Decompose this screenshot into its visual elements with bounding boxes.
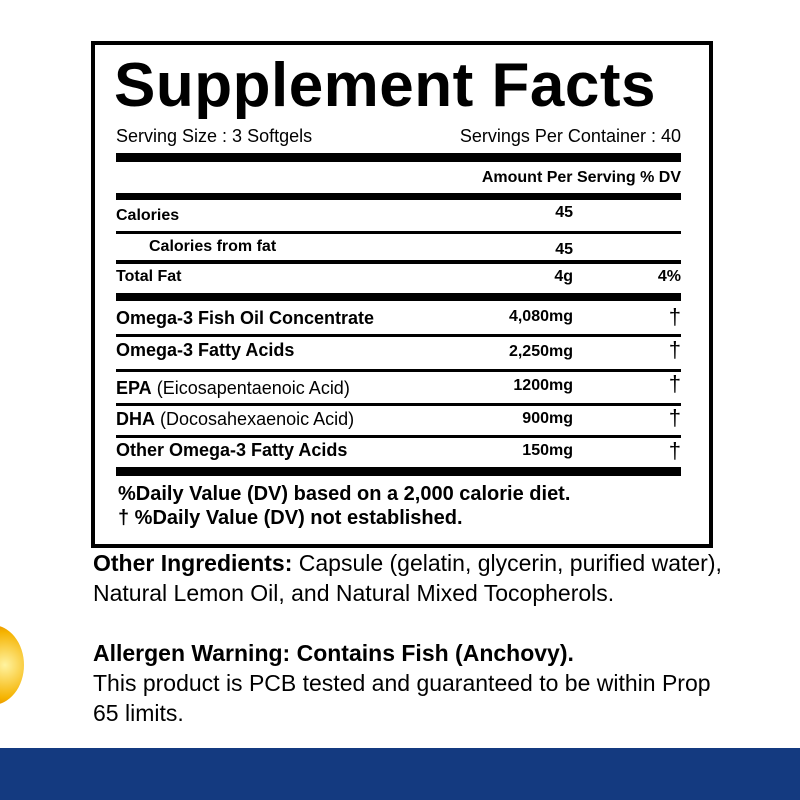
divider — [116, 369, 681, 372]
dagger-icon: † — [668, 337, 681, 362]
row-sublabel: (Eicosapentaenoic Acid) — [156, 378, 350, 398]
divider — [116, 467, 681, 476]
allergen-warning: Allergen Warning: Contains Fish (Anchovy… — [93, 640, 574, 666]
panel-title: Supplement Facts — [114, 51, 656, 120]
row-dv: 4% — [657, 268, 681, 285]
row-label: Omega-3 Fish Oil Concentrate — [116, 308, 375, 328]
row-label: Other Omega-3 Fatty Acids — [116, 440, 348, 460]
dagger-icon: † — [668, 405, 681, 430]
dagger-icon: † — [668, 438, 681, 463]
serving-size: Serving Size : 3 Softgels — [116, 126, 313, 146]
footnote-dv: %Daily Value (DV) based on a 2,000 calor… — [118, 483, 571, 505]
row-label: Omega-3 Fatty Acids — [116, 340, 295, 360]
row-amount: 900mg — [522, 410, 573, 427]
dagger-icon: † — [668, 304, 681, 329]
footnote-dagger: † %Daily Value (DV) not established. — [118, 507, 463, 529]
divider — [116, 293, 681, 301]
row-amount: 45 — [555, 241, 573, 258]
divider — [116, 435, 681, 438]
row-label: DHA — [116, 409, 155, 429]
divider — [116, 231, 681, 234]
divider — [116, 193, 681, 200]
divider — [116, 260, 681, 264]
row-amount: 4g — [554, 268, 573, 285]
divider — [116, 153, 681, 162]
supplement-facts-panel — [91, 41, 713, 548]
row-amount: 1200mg — [513, 377, 573, 394]
row-amount: 45 — [555, 204, 573, 221]
row-label: Total Fat — [116, 268, 182, 285]
divider — [116, 403, 681, 406]
row-amount: 2,250mg — [508, 343, 573, 360]
divider — [116, 334, 681, 337]
vitamin-badge-icon — [0, 625, 24, 705]
row-amount: 150mg — [522, 442, 573, 459]
pcb-statement: This product is PCB tested and guarantee… — [93, 670, 711, 726]
other-ingredients-label: Other Ingredients: — [93, 550, 293, 576]
footer-band — [0, 748, 800, 800]
row-amount: 4,080mg — [508, 308, 573, 325]
other-ingredients: Other Ingredients: Capsule (gelatin, gly… — [93, 548, 733, 608]
other-ingredients-text: Capsule (gelatin, glycerin, purified wat… — [93, 550, 722, 606]
row-sublabel: (Docosahexaenoic Acid) — [160, 409, 355, 429]
row-label: EPA — [116, 378, 152, 398]
servings-per-container: Servings Per Container : 40 — [459, 126, 681, 146]
row-label: Calories from fat — [149, 238, 277, 255]
row-label: Calories — [116, 207, 180, 224]
column-header: Amount Per Serving % DV — [481, 169, 681, 186]
dagger-icon: † — [668, 371, 681, 396]
